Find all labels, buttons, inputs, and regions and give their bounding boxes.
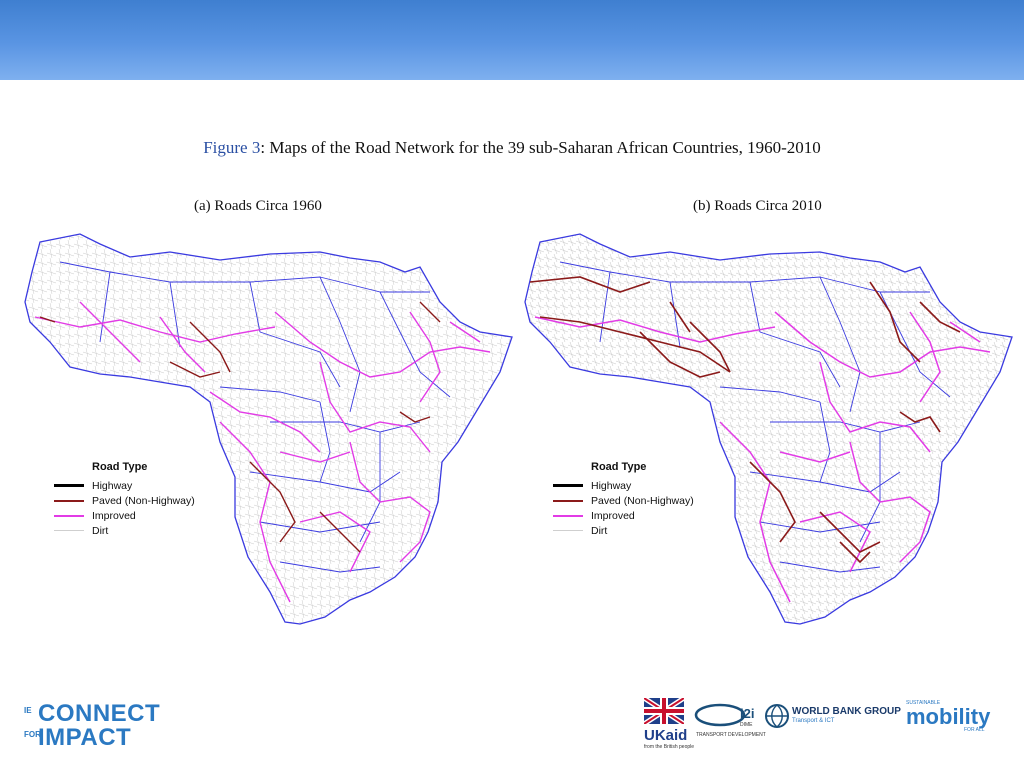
legend-swatch-paved xyxy=(553,499,583,502)
logo-text: DIME xyxy=(740,722,753,728)
logo-text: from the British people xyxy=(644,744,695,750)
legend-swatch-improved xyxy=(553,514,583,517)
logo-text: IE xyxy=(24,706,32,715)
legend-label: Dirt xyxy=(591,524,608,537)
legend-label: Paved (Non-Highway) xyxy=(591,494,694,507)
legend-item: Dirt xyxy=(54,523,195,538)
i2i-swoosh-icon xyxy=(694,703,746,727)
logo-text: CONNECT xyxy=(38,700,161,727)
legend-label: Improved xyxy=(591,509,635,522)
legend-item: Paved (Non-Highway) xyxy=(54,493,195,508)
legend-item: Improved xyxy=(553,508,694,523)
logo-text: SUSTAINABLE xyxy=(906,700,941,706)
legend-2010: Road Type Highway Paved (Non-Highway) Im… xyxy=(553,461,694,538)
africa-road-map-1960 xyxy=(24,233,513,625)
world-bank-group-logo: WORLD BANK GROUP Transport & ICT xyxy=(764,703,901,734)
continent-outline xyxy=(524,233,1013,625)
legend-swatch-improved xyxy=(54,514,84,517)
panel-a-subtitle: (a) Roads Circa 1960 xyxy=(194,198,322,214)
legend-label: Highway xyxy=(92,479,133,492)
header-band xyxy=(0,0,1024,80)
continent-outline xyxy=(24,233,513,625)
logo-text: FOR xyxy=(24,730,41,739)
legend-title: Road Type xyxy=(591,461,647,473)
legend-swatch-dirt xyxy=(553,530,583,531)
logo-text: mobility xyxy=(906,704,991,729)
legend-label: Dirt xyxy=(92,524,109,537)
logo-text: UKaid xyxy=(644,727,688,744)
ukaid-logo: UKaid from the British people xyxy=(642,695,695,750)
legend-item: Highway xyxy=(54,478,195,493)
logo-text: i2i xyxy=(740,706,755,721)
africa-road-map-2010 xyxy=(524,233,1013,625)
figure-title-text: : Maps of the Road Network for the 39 su… xyxy=(260,138,821,157)
legend-1960: Road Type Highway Paved (Non-Highway) Im… xyxy=(54,461,195,538)
logo-text: FOR ALL xyxy=(964,727,985,733)
logo-text: TRANSPORT DEVELOPMENT xyxy=(696,732,766,738)
legend-title: Road Type xyxy=(92,461,148,473)
map-panel-2010 xyxy=(520,222,1016,632)
legend-swatch-highway xyxy=(54,484,84,487)
legend-label: Improved xyxy=(92,509,136,522)
i2i-logo: i2i DIME TRANSPORT DEVELOPMENT xyxy=(694,702,766,738)
legend-label: Highway xyxy=(591,479,632,492)
legend-item: Improved xyxy=(54,508,195,523)
union-flag-icon xyxy=(642,695,686,727)
legend-swatch-highway xyxy=(553,484,583,487)
logo-text: IMPACT xyxy=(38,724,132,751)
figure-title: Figure 3: Maps of the Road Network for t… xyxy=(0,138,1024,158)
logo-text: Transport & ICT xyxy=(792,718,835,724)
figure-label: Figure 3 xyxy=(203,138,261,157)
legend-swatch-paved xyxy=(54,499,84,502)
legend-item: Dirt xyxy=(553,523,694,538)
map-panel-1960 xyxy=(20,222,516,632)
panel-b-subtitle: (b) Roads Circa 2010 xyxy=(693,198,822,214)
legend-swatch-dirt xyxy=(54,530,84,531)
legend-label: Paved (Non-Highway) xyxy=(92,494,195,507)
legend-item: Highway xyxy=(553,478,694,493)
legend-item: Paved (Non-Highway) xyxy=(553,493,694,508)
globe-icon xyxy=(765,704,789,728)
logo-text: WORLD BANK GROUP xyxy=(792,706,901,717)
